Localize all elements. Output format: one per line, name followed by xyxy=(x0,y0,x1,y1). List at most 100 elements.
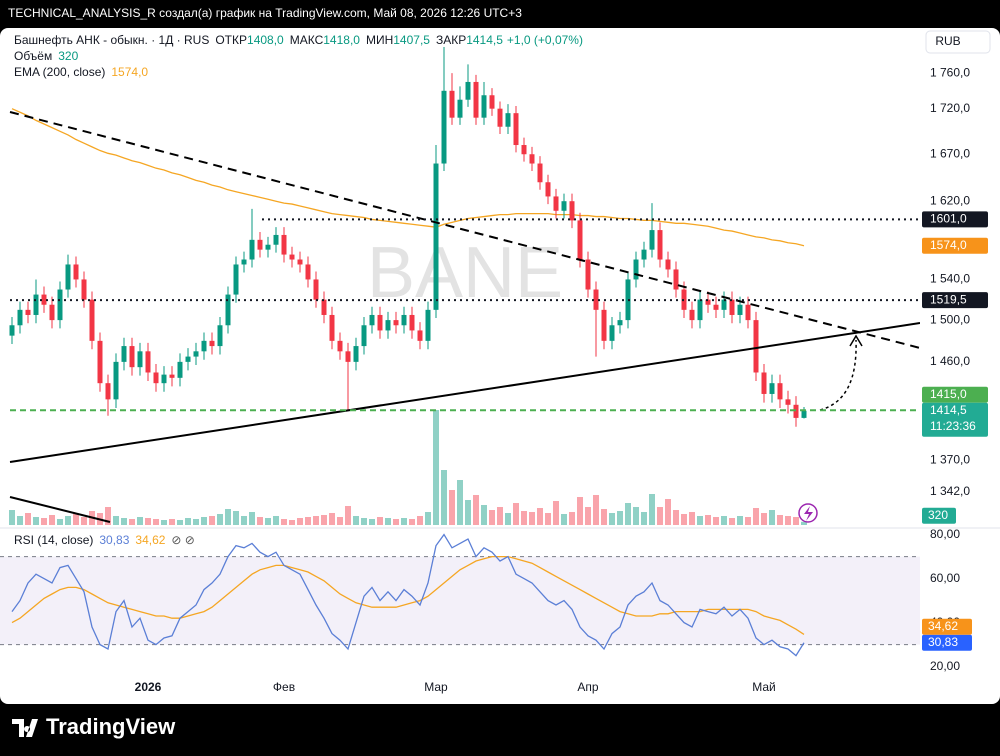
volume-tag-label: 320 xyxy=(928,508,948,522)
candle-body xyxy=(337,340,343,352)
volume-bar xyxy=(753,508,759,525)
candle-body xyxy=(753,320,759,373)
volume-bar xyxy=(513,503,519,525)
volume-bar xyxy=(241,516,247,525)
volume-bar xyxy=(785,516,791,525)
candle-body xyxy=(785,399,791,405)
volume-bar xyxy=(697,516,703,525)
volume-bar xyxy=(297,518,303,525)
volume-bar xyxy=(401,518,407,525)
rsi-tag-label: 30,83 xyxy=(928,635,958,649)
volume-bar xyxy=(433,410,439,525)
y-tick-label: 1 460,0 xyxy=(930,354,970,368)
candle-body xyxy=(329,314,335,341)
candle-body xyxy=(457,99,463,118)
rsi-line xyxy=(11,555,805,635)
candle-body xyxy=(641,249,647,260)
price-tag xyxy=(922,211,988,228)
volume-bar xyxy=(737,516,743,525)
rsi-legend: RSI (14, close) 30,83 34,62 ⊘ ⊘ xyxy=(14,533,195,547)
candle-body xyxy=(769,383,775,394)
x-tick-label: Апр xyxy=(577,680,599,694)
candle-body xyxy=(217,325,223,347)
candle-body xyxy=(241,259,247,265)
volume-bar xyxy=(273,516,279,525)
volume-bar xyxy=(377,517,383,525)
candle-body xyxy=(401,314,407,326)
candle-body xyxy=(761,372,767,394)
price-tag-label: 1415,0 xyxy=(930,387,967,401)
volume-bar xyxy=(361,518,367,525)
y-tick-label: 1 720,0 xyxy=(930,101,970,115)
candle-body xyxy=(305,264,311,280)
legend-icons[interactable]: ⊘ ⊘ xyxy=(171,533,194,547)
volume-bar xyxy=(201,517,207,525)
candle-body xyxy=(369,314,375,326)
candle-body xyxy=(161,374,167,384)
candle-body xyxy=(185,356,191,362)
candle-body xyxy=(657,230,663,260)
candle-body xyxy=(233,264,239,295)
drawings xyxy=(9,111,920,523)
volume-bar xyxy=(801,521,807,525)
legend-key: МИН xyxy=(366,33,393,47)
volume-bar xyxy=(497,507,503,525)
volume-bar xyxy=(649,494,655,525)
candle-body xyxy=(521,145,527,155)
volume-bar xyxy=(129,519,135,525)
candle-body xyxy=(73,264,79,280)
y-tick-label: 1 342,0 xyxy=(930,484,970,498)
candle-body xyxy=(289,254,295,260)
trend-line xyxy=(9,496,111,523)
volume-bar xyxy=(385,518,391,525)
candle-body xyxy=(137,351,143,368)
rsi-line xyxy=(11,533,805,657)
price-tag-label: 1519,5 xyxy=(930,292,967,306)
currency-button[interactable] xyxy=(925,30,991,54)
candle-body xyxy=(225,294,231,326)
candle-body xyxy=(201,340,207,352)
volume-bar xyxy=(345,506,351,525)
candle-body xyxy=(297,259,303,265)
header-text: TECHNICAL_ANALYSIS_R создал(а) график на… xyxy=(8,6,522,20)
volume-bar xyxy=(337,517,343,525)
candle-body xyxy=(281,234,287,255)
volume-bar xyxy=(265,518,271,525)
candle-body xyxy=(537,163,543,183)
y-tick-label: 1 620,0 xyxy=(930,193,970,207)
candle-body xyxy=(121,346,127,362)
rsi-ma-value: 34,62 xyxy=(135,533,165,547)
candle-body xyxy=(265,244,271,250)
symbol-legend: Башнефть АНК - обыкн. · 1Д · RUS ОТКР1408… xyxy=(14,33,583,47)
volume-legend: Объём 320 xyxy=(14,49,79,63)
x-tick-label: Фев xyxy=(273,680,295,694)
y-tick-label: 60,00 xyxy=(930,571,960,585)
candle-body xyxy=(377,314,383,331)
volume-bar xyxy=(145,518,151,525)
legend-change: +1,0 (+0,07%) xyxy=(507,33,583,47)
candle-body xyxy=(473,81,479,118)
candle-body xyxy=(81,279,87,300)
y-tick-label: 1 670,0 xyxy=(930,146,970,160)
candle-body xyxy=(209,340,215,347)
ema-value: 1574,0 xyxy=(111,65,148,79)
legend-key: ОТКР xyxy=(215,33,247,47)
volume-bar xyxy=(353,516,359,525)
currency: RUB xyxy=(935,34,960,48)
volume-bar xyxy=(465,500,471,525)
y-tick-label: 1 540,0 xyxy=(930,272,970,286)
arrow-head xyxy=(849,334,863,347)
volume-bar xyxy=(601,509,607,525)
volume-bar xyxy=(769,510,775,525)
volume-bar xyxy=(425,512,431,525)
candle-body xyxy=(385,320,391,331)
rsi-name: RSI (14, close) xyxy=(14,533,93,547)
y-tick-label: 1 370,0 xyxy=(930,452,970,466)
candle-body xyxy=(345,351,351,362)
volume-bar xyxy=(761,513,767,525)
volume-bar xyxy=(137,517,143,525)
trend-line xyxy=(9,322,920,463)
candle-body xyxy=(793,404,799,418)
candle-body xyxy=(9,325,15,336)
